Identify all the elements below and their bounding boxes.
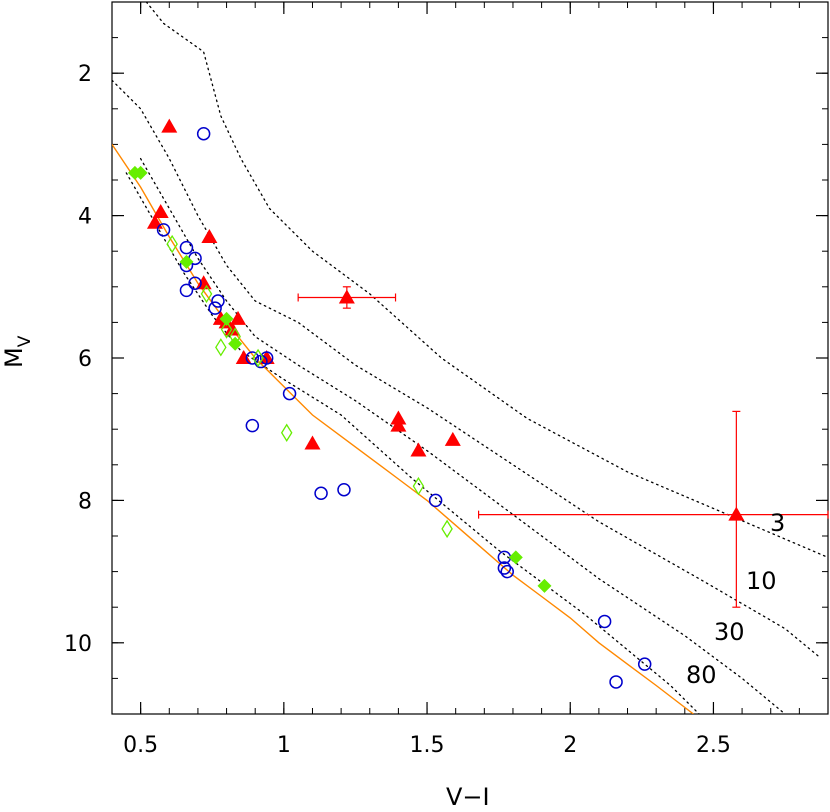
isochrone-10 (112, 79, 821, 658)
triangle-point (258, 350, 275, 364)
open-diamond-point (412, 476, 425, 496)
point-layer (127, 118, 745, 689)
open-diamond-point (280, 423, 293, 442)
x-axis-label: V−I (446, 783, 490, 811)
filled-diamond-point (219, 311, 234, 326)
isochrone-label-10: 10 (746, 567, 777, 595)
circle-point (497, 561, 512, 575)
filled-diamond-point (508, 550, 523, 565)
y-axis-label-main: M (0, 347, 28, 368)
triangle-point (230, 310, 247, 325)
circle-point (282, 386, 297, 401)
filled-diamond-point (537, 578, 552, 593)
x-tick-label: 2.5 (696, 733, 731, 758)
circle-point (637, 657, 652, 671)
triangle-point (201, 228, 218, 243)
isochrone-label-80: 80 (686, 661, 717, 689)
circle-point (314, 486, 328, 501)
x-tick-label: 2 (563, 733, 577, 758)
x-tick-label: 1 (277, 733, 291, 758)
triangle-point (161, 118, 178, 133)
circle-point (337, 482, 351, 497)
triangle-point (390, 417, 407, 432)
main-sequence-line (112, 144, 694, 714)
circle-point (609, 675, 623, 689)
circle-point (156, 223, 171, 237)
x-tick-label: 1.5 (410, 733, 445, 758)
open-diamond-point (252, 348, 264, 368)
circle-point (597, 614, 612, 629)
circle-point (428, 493, 443, 508)
circle-point (245, 418, 260, 433)
y-tick-label: 6 (78, 347, 92, 372)
circle-point (196, 126, 211, 141)
circle-point (500, 564, 514, 579)
y-tick-label: 2 (78, 62, 92, 87)
filled-diamond-point (179, 254, 194, 269)
triangle-point (195, 275, 212, 290)
axis-ticks: 0.5 1 1.5 2 2.5 2 4 6 8 10 (64, 2, 829, 758)
circle-point (245, 351, 260, 365)
y-tick-label: 10 (64, 632, 92, 657)
isochrone-3 (145, 2, 828, 559)
circle-point (211, 294, 225, 308)
circle-point (208, 301, 222, 315)
isochrone-80 (125, 172, 700, 714)
open-diamond-point (166, 234, 178, 254)
triangle-point (152, 204, 169, 219)
isochrone-label-30: 30 (714, 618, 745, 646)
y-axis-label: MV (0, 335, 35, 368)
circle-point (179, 283, 194, 298)
circle-point (259, 351, 274, 365)
y-tick-label: 8 (78, 489, 92, 514)
triangle-point (235, 350, 252, 364)
triangle-point (444, 431, 461, 446)
open-diamond-point (215, 338, 227, 357)
error-bar-layer (297, 286, 829, 608)
open-diamond-point (229, 327, 241, 346)
y-axis-label-sub: V (15, 335, 35, 347)
filled-diamond-point (133, 165, 148, 180)
isochrone-30 (139, 157, 786, 714)
y-tick-label: 4 (78, 205, 92, 230)
plot-frame (111, 1, 829, 715)
circle-point (188, 276, 202, 290)
open-diamond-point (441, 519, 453, 539)
isochrone-label-3: 3 (770, 509, 785, 537)
open-diamond-point (200, 284, 213, 304)
triangle-point (224, 321, 241, 336)
circle-point (179, 240, 194, 255)
triangle-point (410, 442, 427, 457)
open-diamond-point (220, 320, 233, 339)
triangle-point (304, 435, 321, 450)
curve-layer (112, 2, 828, 714)
triangle-point (390, 410, 407, 425)
x-tick-label: 0.5 (123, 733, 158, 758)
